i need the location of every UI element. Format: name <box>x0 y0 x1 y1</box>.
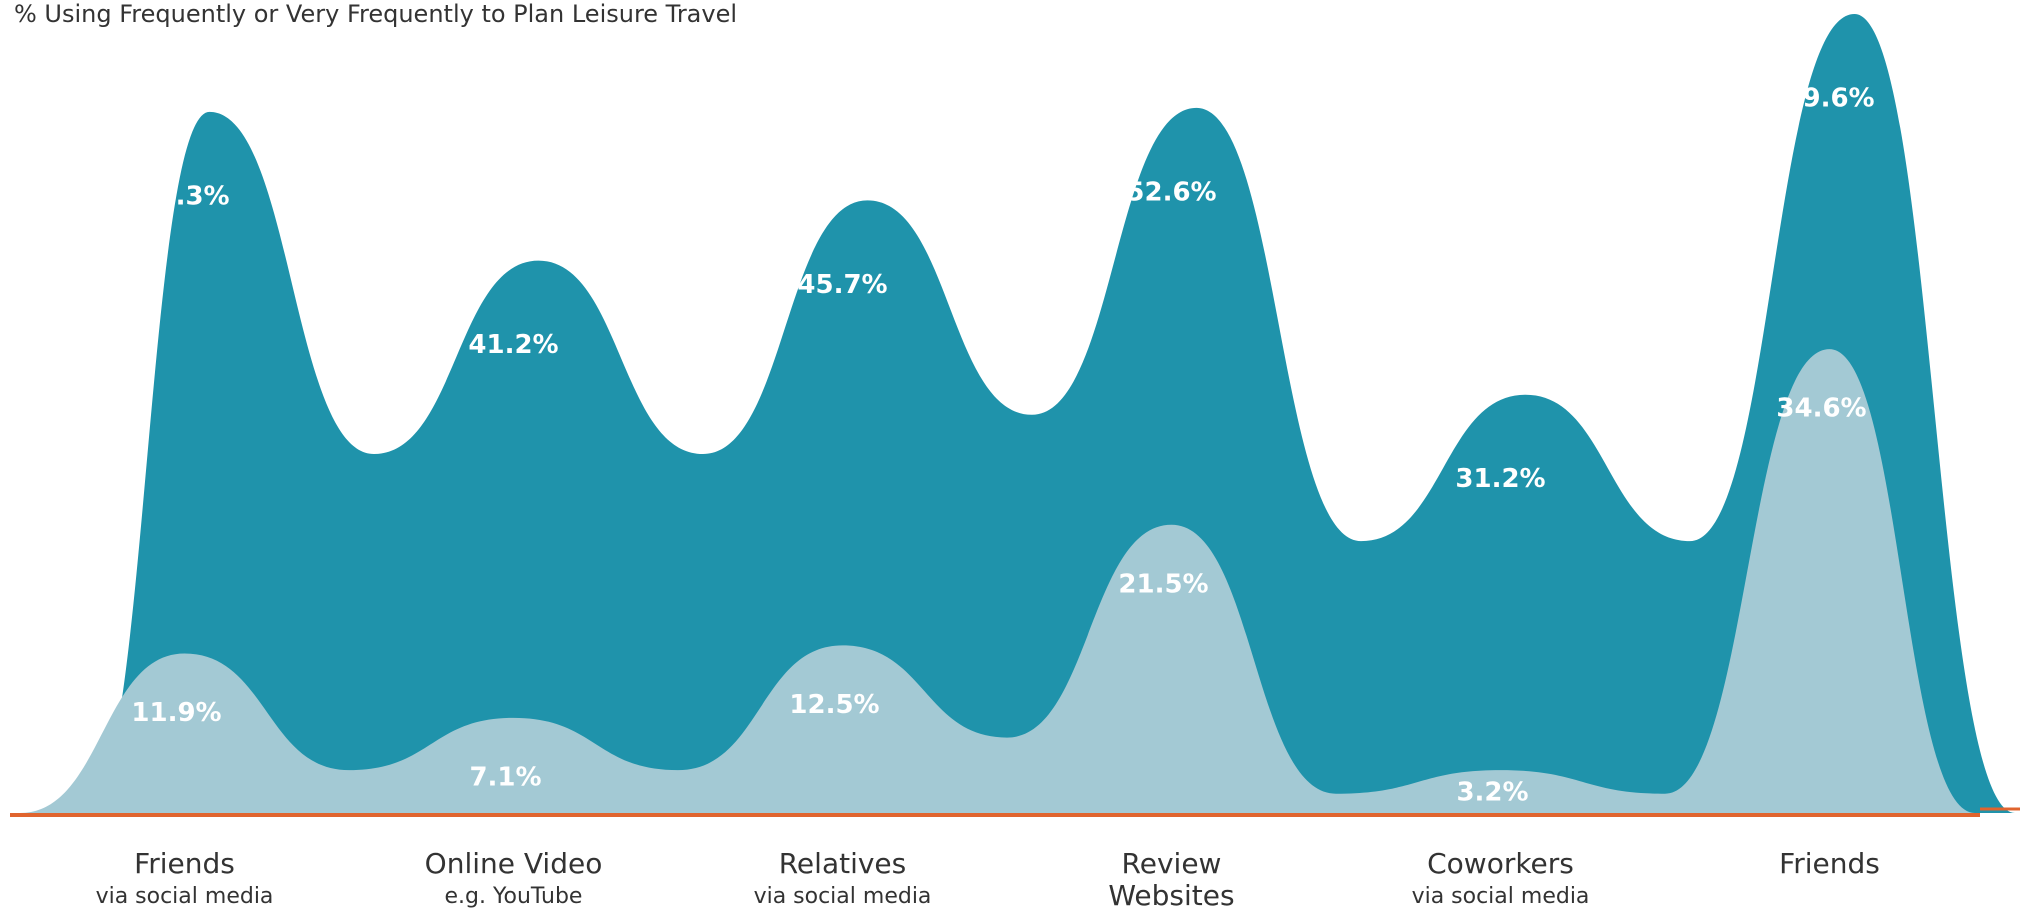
value-label: 52.3% <box>139 181 229 211</box>
category-sublabel: via social media <box>1341 884 1661 910</box>
category-label: Online Video <box>354 848 674 880</box>
value-label: 41.2% <box>468 330 558 360</box>
chart-title: % Using Frequently or Very Frequently to… <box>14 0 737 28</box>
value-label: 21.5% <box>1118 569 1208 599</box>
value-label: 34.6% <box>1776 394 1866 424</box>
category-sublabel: via social media <box>683 884 1003 910</box>
value-label: 45.7% <box>797 270 887 300</box>
category-label: Coworkers <box>1341 848 1661 880</box>
value-label: 11.9% <box>131 698 221 728</box>
value-label: 12.5% <box>789 690 879 720</box>
value-label: 31.2% <box>1455 464 1545 494</box>
value-label: 59.6% <box>1784 84 1874 114</box>
category-sublabel: via social media <box>25 884 345 910</box>
chart: 52.3% 41.2% 45.7% 52.6% 31.2% 59.6% 11.9% 7.1% 1… <box>0 0 2023 923</box>
value-label: 7.1% <box>469 762 541 792</box>
category-sublabel: e.g. YouTube <box>354 884 674 910</box>
value-label: 52.6% <box>1126 177 1216 207</box>
value-label: 3.2% <box>1456 778 1528 808</box>
category-label: Relatives <box>683 848 1003 880</box>
category-label: Friends <box>1670 848 1990 880</box>
infographic: 52.3% 41.2% 45.7% 52.6% 31.2% 59.6% 11.9% 7.1% 1… <box>0 0 2023 923</box>
category-label: Review Websites <box>1012 848 1332 912</box>
category-label: Friends <box>25 848 345 880</box>
